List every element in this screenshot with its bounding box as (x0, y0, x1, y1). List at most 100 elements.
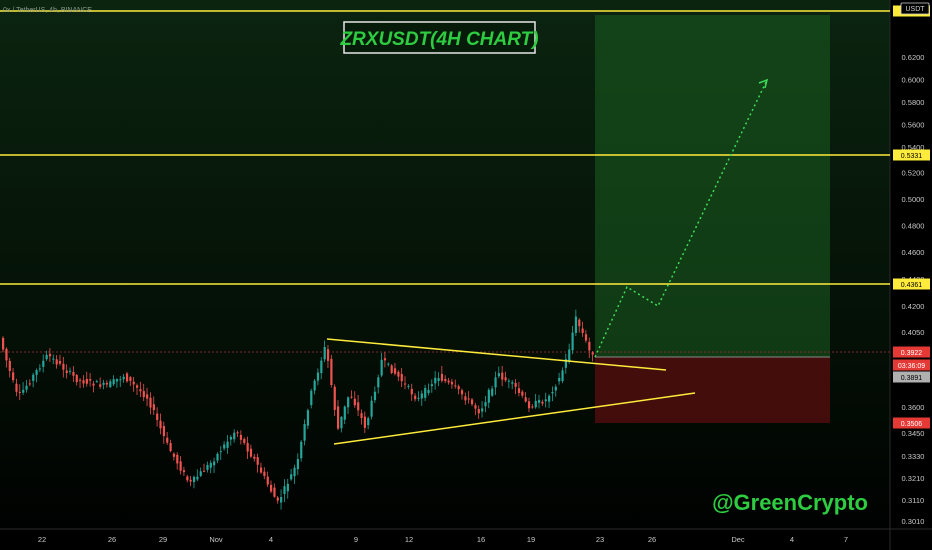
price-tick-label: 0.3450 (902, 429, 925, 438)
price-tag-label: 0.3891 (901, 375, 923, 382)
candle-body (236, 432, 239, 434)
candle-body (494, 377, 497, 388)
candle-body (427, 389, 430, 394)
projection-path[interactable] (594, 79, 768, 358)
chart-title: ZRXUSDT(4H CHART) (339, 29, 538, 50)
candle-body (196, 476, 199, 480)
candle-body (303, 424, 306, 441)
candle-body (444, 378, 447, 382)
candle-body (8, 360, 11, 371)
candle-body (393, 368, 397, 374)
candle-body (491, 388, 494, 396)
candle-body (538, 399, 541, 403)
candle-body (172, 453, 176, 457)
candle-body (75, 375, 78, 382)
candle-body (450, 381, 454, 385)
candle-body (156, 413, 159, 421)
candle-body (206, 464, 209, 470)
candle-body (447, 380, 450, 383)
candle-body (146, 394, 149, 399)
profit-zone[interactable] (595, 15, 830, 357)
candle-body (558, 377, 561, 382)
candle-body (527, 401, 531, 409)
time-tick-label: 26 (648, 535, 656, 544)
candle-body (276, 497, 279, 501)
candle-body (286, 483, 289, 492)
candle-body (99, 384, 102, 387)
price-axis-background (890, 0, 932, 550)
candle-body (69, 370, 72, 372)
candle-body (460, 390, 464, 395)
price-tag-resistance (893, 149, 930, 161)
candle-body (256, 457, 259, 465)
candle-body (243, 438, 246, 443)
candle-body (79, 379, 82, 381)
candle-body (471, 399, 474, 405)
candle-body (115, 379, 119, 382)
candle-body (343, 406, 346, 420)
candle-body (223, 444, 226, 449)
candle-body (142, 391, 145, 398)
candle-body (467, 398, 470, 400)
candle-body (373, 391, 377, 401)
price-tick-label: 0.3210 (902, 474, 925, 483)
candlestick-series (2, 309, 594, 510)
time-tick-label: 29 (159, 535, 167, 544)
time-tick-label: 4 (790, 535, 794, 544)
candle-body (454, 385, 457, 387)
price-tag-label: 0.5331 (901, 153, 923, 160)
candle-body (263, 471, 266, 477)
currency-badge[interactable] (900, 2, 930, 15)
candle-body (316, 372, 320, 381)
candle-body (400, 373, 403, 382)
candle-body (85, 378, 88, 384)
candle-body (213, 461, 216, 466)
candle-body (300, 441, 303, 459)
candle-body (18, 391, 21, 393)
candle-body (25, 385, 28, 390)
time-tick-label: 23 (596, 535, 604, 544)
candle-body (554, 386, 557, 391)
candle-body (407, 385, 410, 387)
triangle-lower-trendline[interactable] (333, 392, 696, 445)
candle-body (58, 361, 62, 364)
time-tick-label: 22 (38, 535, 46, 544)
candle-body (313, 380, 316, 391)
candle-body (42, 360, 45, 367)
candle-body (229, 436, 232, 440)
symbol-info: 0x / TetherUS, 4h, BINANCE (3, 7, 92, 14)
candle-body (2, 337, 5, 350)
price-tag-label: 0.4361 (901, 282, 923, 289)
price-tag-label: 0.3506 (901, 421, 923, 428)
candle-body (136, 385, 139, 388)
candle-body (179, 461, 182, 471)
candle-body (166, 437, 169, 443)
price-tick-label: 0.3010 (902, 517, 925, 526)
candle-body (280, 497, 283, 503)
candle-body (233, 432, 236, 440)
candle-body (380, 359, 383, 376)
candle-body (152, 404, 155, 411)
candle-body (430, 384, 433, 387)
price-tick-label: 0.5200 (902, 168, 925, 177)
candle-body (52, 358, 55, 360)
candle-body (55, 359, 58, 365)
triangle-upper-trendline[interactable] (326, 338, 667, 371)
candle-body (511, 382, 514, 384)
candle-body (564, 359, 567, 368)
candle-body (521, 391, 524, 396)
candle-body (367, 418, 370, 426)
price-tag-label: 0.3922 (901, 350, 923, 357)
candle-body (397, 371, 400, 377)
candle-body (139, 389, 142, 392)
loss-zone[interactable] (595, 357, 830, 423)
time-axis[interactable]: 22 26 29 Nov 4 9 12 16 19 23 26 Dec 4 7 (38, 535, 848, 544)
candle-body (62, 363, 65, 370)
candle-body (296, 459, 299, 470)
time-tick-label: Nov (209, 535, 223, 544)
candle-body (95, 381, 98, 383)
candle-body (531, 406, 534, 408)
candle-body (464, 396, 467, 401)
